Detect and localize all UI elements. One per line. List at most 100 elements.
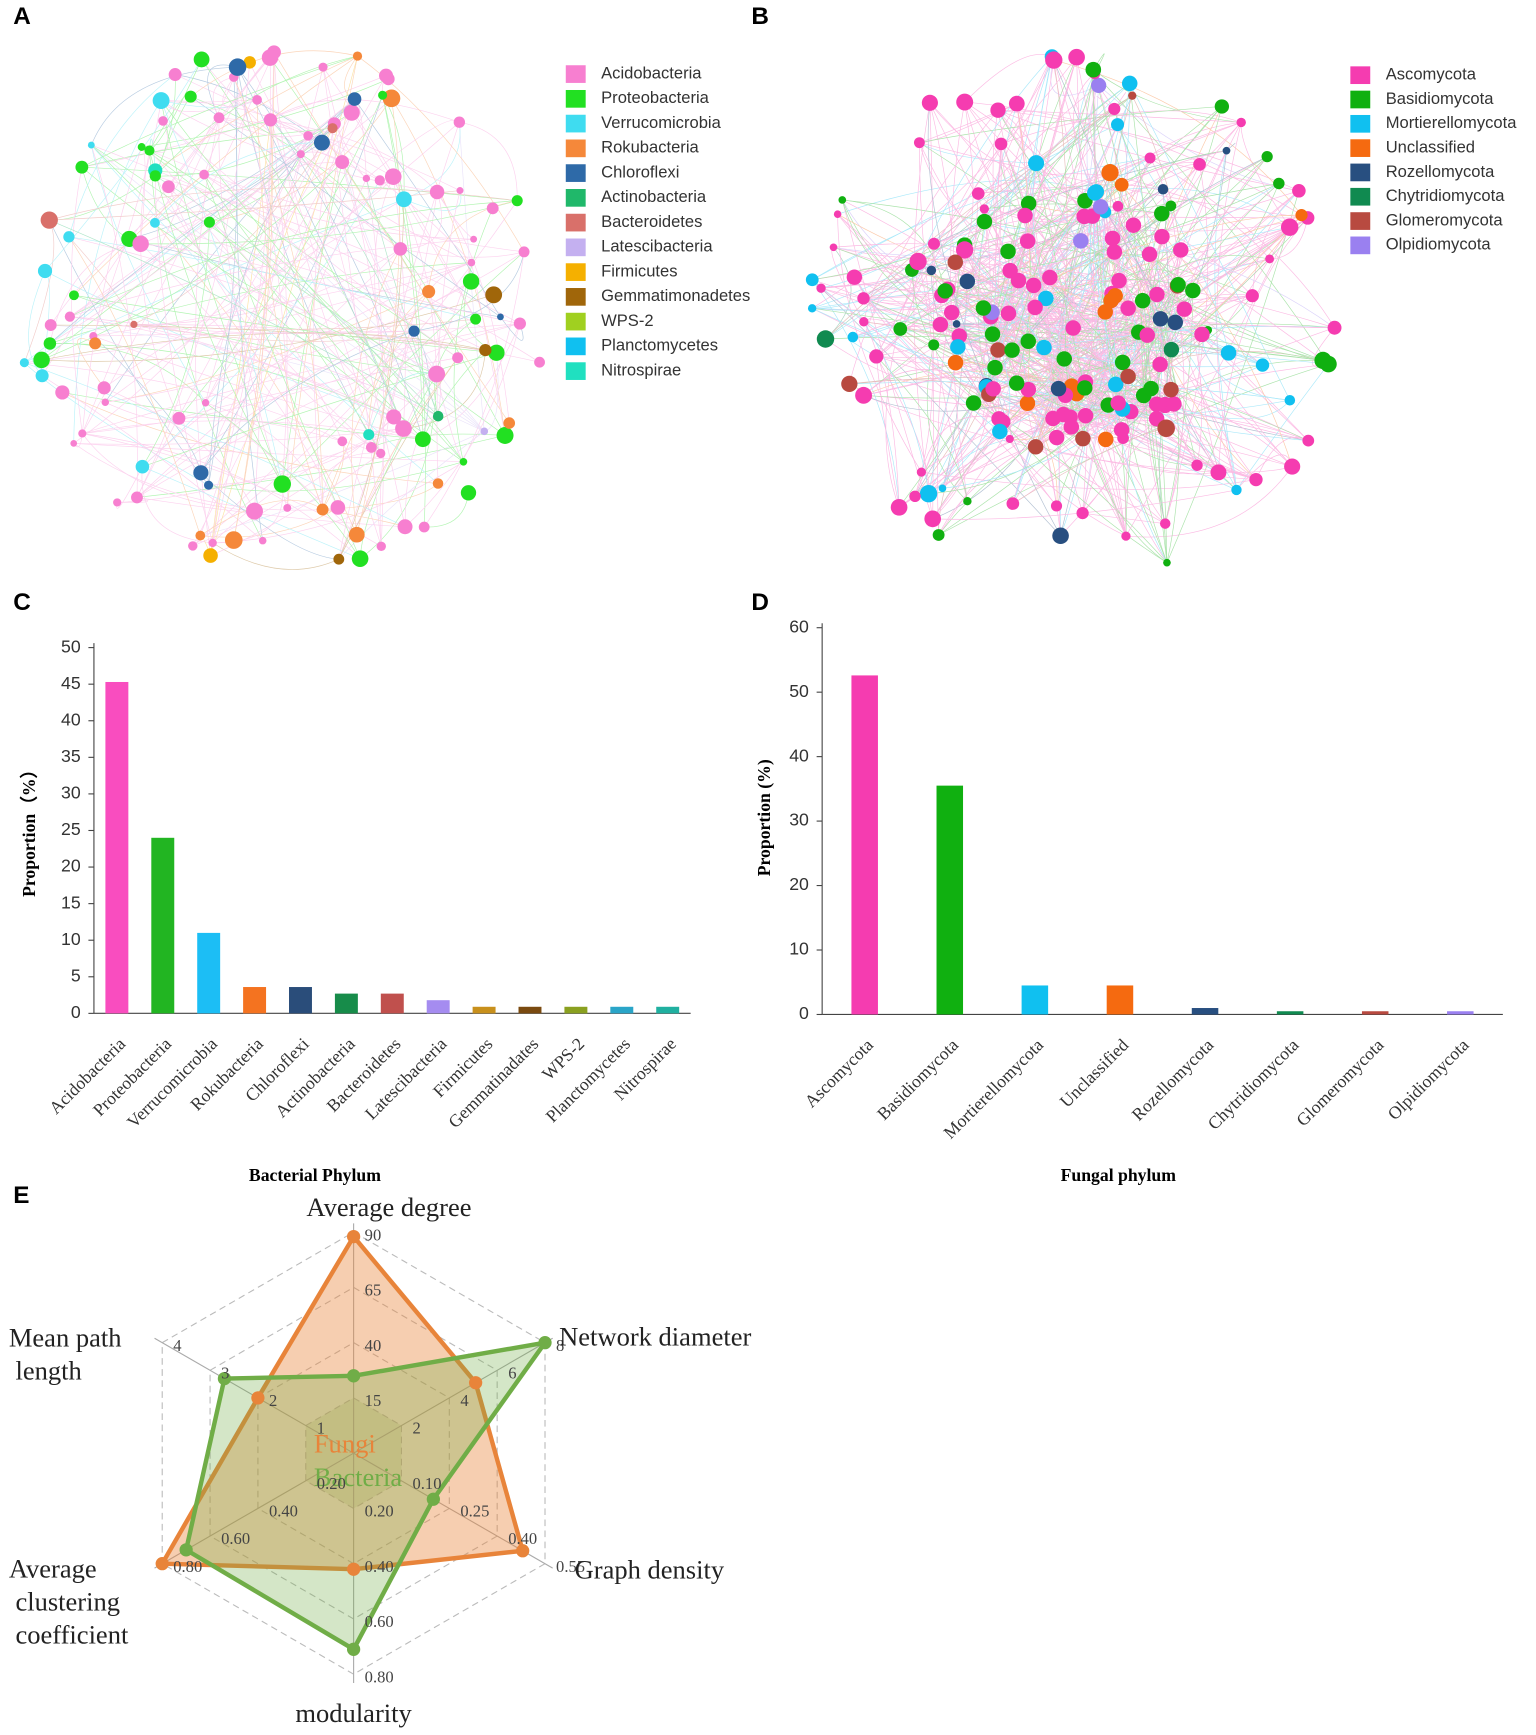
network-edge xyxy=(269,57,506,436)
network-edge xyxy=(1164,290,1194,524)
network-edge xyxy=(1012,427,1167,504)
radar-tick-label: 0.80 xyxy=(365,1667,394,1686)
x-tick-label: Unclassified xyxy=(1056,1035,1133,1112)
network-edge xyxy=(919,142,1308,219)
network-node xyxy=(1159,518,1171,529)
network-edge xyxy=(484,352,499,432)
network-edge xyxy=(1121,162,1200,186)
network-node xyxy=(488,344,505,361)
network-node xyxy=(396,191,412,208)
network-edge xyxy=(994,367,1057,506)
network-edge xyxy=(422,323,521,440)
network-edge xyxy=(812,258,1270,311)
network-node xyxy=(846,269,863,285)
network-edge xyxy=(997,109,1299,192)
legend-swatch xyxy=(565,263,586,281)
network-edge xyxy=(69,238,474,317)
network-edge xyxy=(81,166,437,375)
network-edge xyxy=(942,334,1148,489)
network-edge xyxy=(133,123,335,325)
network-edge xyxy=(955,361,1054,419)
network-edge xyxy=(863,106,1223,396)
network-edge xyxy=(200,330,415,474)
network-edge xyxy=(863,217,1308,396)
network-edge xyxy=(932,290,1193,520)
network-edge xyxy=(842,199,1157,405)
network-edge xyxy=(999,190,1300,432)
network-node xyxy=(432,410,444,422)
network-edge xyxy=(1028,254,1150,390)
network-edge xyxy=(854,122,1242,278)
network-edge xyxy=(91,144,506,436)
network-node xyxy=(1191,459,1203,471)
network-edge xyxy=(62,392,439,484)
network-edge xyxy=(917,261,1176,323)
network-edge xyxy=(233,52,275,541)
network-edge xyxy=(117,428,404,503)
network-node xyxy=(943,304,960,321)
network-node xyxy=(303,131,313,141)
radar-tick-label: 2 xyxy=(413,1419,421,1438)
network-node xyxy=(1273,177,1285,190)
network-edge xyxy=(837,213,999,351)
network-edge xyxy=(208,461,464,492)
network-edge xyxy=(1024,215,1198,466)
network-node xyxy=(952,320,961,328)
radar-tick-label: 6 xyxy=(508,1364,516,1383)
network-edge xyxy=(875,356,900,508)
network-edge xyxy=(205,75,387,403)
network-node xyxy=(1075,430,1091,447)
network-node xyxy=(913,137,925,149)
radar-point xyxy=(516,1544,530,1558)
network-node xyxy=(1214,99,1230,114)
network-node xyxy=(932,529,945,541)
network-edge xyxy=(1000,143,1054,419)
network-node xyxy=(1121,531,1131,541)
network-edge xyxy=(142,222,210,467)
network-edge xyxy=(1051,56,1119,404)
network-edge xyxy=(984,208,1172,390)
network-edge xyxy=(1141,236,1166,524)
network-node xyxy=(1027,299,1043,316)
network-edge xyxy=(104,387,255,512)
network-edge xyxy=(1117,124,1164,419)
network-edge xyxy=(208,416,394,486)
network-edge xyxy=(997,172,1111,351)
network-edge xyxy=(155,175,439,417)
network-edge xyxy=(286,56,358,508)
network-edge xyxy=(356,357,458,535)
network-edge xyxy=(812,308,1309,441)
network-edge xyxy=(1118,268,1194,291)
network-edge xyxy=(93,330,415,337)
network-node xyxy=(807,304,817,313)
network-edge xyxy=(48,219,209,486)
network-edge xyxy=(1240,122,1290,228)
network-edge xyxy=(964,101,1124,439)
network-edge xyxy=(209,221,485,432)
network-node xyxy=(414,431,431,448)
network-node xyxy=(337,436,348,447)
network-edge xyxy=(942,281,968,489)
network-edge xyxy=(1133,224,1324,361)
network-node xyxy=(1125,217,1142,233)
network-edge xyxy=(842,199,946,291)
radar-axis-label: Average degree xyxy=(306,1192,471,1222)
network-node xyxy=(135,459,150,474)
network-edge xyxy=(270,119,382,454)
network-edge xyxy=(913,102,934,519)
network-edge xyxy=(161,99,258,108)
network-edge xyxy=(374,176,395,417)
network-edge xyxy=(233,77,289,508)
network-edge xyxy=(205,176,394,403)
network-node xyxy=(909,490,921,503)
network-node xyxy=(513,317,526,330)
network-edge xyxy=(313,123,335,510)
network-edge xyxy=(825,247,852,340)
network-edge xyxy=(192,200,518,547)
network-edge xyxy=(964,200,1086,251)
network-node xyxy=(432,478,444,489)
network-node xyxy=(1152,311,1169,327)
network-edge xyxy=(49,123,335,344)
network-node xyxy=(990,342,1006,358)
network-edge xyxy=(1043,200,1091,348)
